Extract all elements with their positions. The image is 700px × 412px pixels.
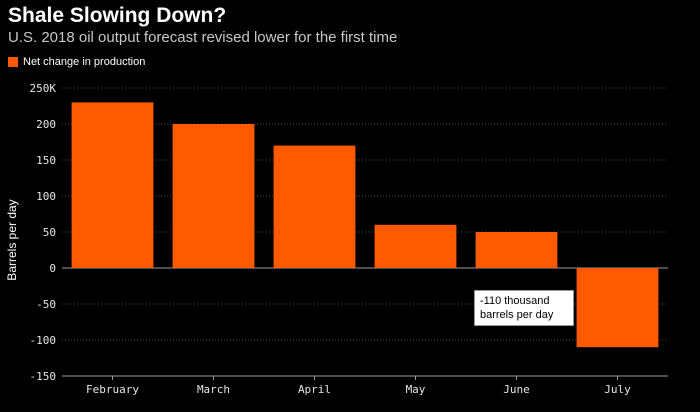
y-tick-label: 50: [43, 226, 56, 239]
bar-april: [273, 145, 356, 268]
y-tick-label: -100: [30, 334, 57, 347]
x-tick-label: June: [503, 383, 530, 396]
legend-swatch: [8, 57, 18, 67]
legend: Net change in production: [8, 56, 145, 68]
bar-february: [71, 102, 154, 269]
legend-label: Net change in production: [23, 56, 146, 68]
annotation-callout: -110 thousand barrels per day: [474, 290, 574, 326]
x-tick-label: July: [604, 383, 631, 396]
bar-july: [576, 268, 659, 348]
x-tick-label: May: [406, 383, 426, 396]
y-tick-label: 0: [49, 262, 56, 275]
y-tick-label: 150: [36, 154, 56, 167]
chart-subtitle: U.S. 2018 oil output forecast revised lo…: [8, 29, 398, 46]
bars: [71, 102, 659, 348]
y-tick-label: 200: [36, 118, 56, 131]
bar-june: [475, 232, 558, 268]
x-axis-ticks: February March April May June July: [62, 375, 668, 396]
x-tick-label: February: [86, 383, 139, 396]
y-tick-label: -50: [36, 298, 56, 311]
y-tick-label: -150: [30, 370, 57, 383]
x-tick-label: April: [298, 383, 331, 396]
x-tick-label: March: [197, 383, 230, 396]
y-axis-label: Barrels per day: [5, 199, 19, 280]
bar-may: [374, 224, 457, 268]
y-tick-label: 100: [36, 190, 56, 203]
y-axis-ticks: 250K 200 150 100 50 0 -50 -100 -150: [30, 82, 57, 383]
bar-march: [172, 124, 255, 268]
y-tick-label: 250K: [30, 82, 57, 95]
chart-title: Shale Slowing Down?: [8, 4, 227, 27]
